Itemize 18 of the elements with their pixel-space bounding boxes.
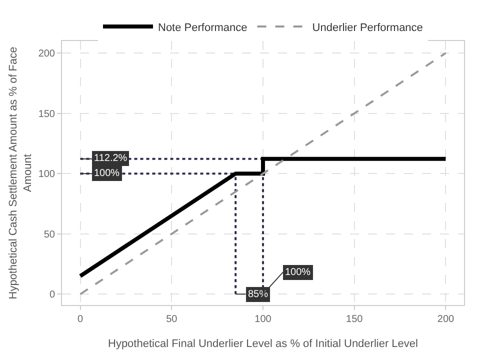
annotation: 112.2% — [94, 153, 128, 164]
x-tick-label: 50 — [166, 314, 178, 325]
y-tick-label: 0 — [49, 290, 56, 301]
y-axis-title: Hypothetical Cash Settlement Amount as % of Face Amount — [8, 46, 34, 300]
y-tick-label: 150 — [38, 108, 56, 120]
annotation: 100% — [94, 168, 120, 179]
legend-label: Note Performance — [158, 22, 248, 34]
y-tick-label: 100 — [38, 169, 56, 180]
x-tick-label: 0 — [77, 314, 84, 325]
y-tick-label: 50 — [44, 229, 56, 240]
x-tick-label: 200 — [437, 314, 455, 325]
x-axis-title: Hypothetical Final Underlier Level as % of Initial Underlier Level — [108, 338, 418, 350]
annotation: 85% — [248, 289, 268, 300]
x-tick-label: 100 — [254, 314, 272, 325]
annotation: 100% — [285, 267, 311, 278]
y-tick-label: 200 — [38, 48, 56, 60]
legend-label: Underlier Performance — [312, 22, 423, 34]
x-tick-label: 150 — [346, 314, 364, 325]
